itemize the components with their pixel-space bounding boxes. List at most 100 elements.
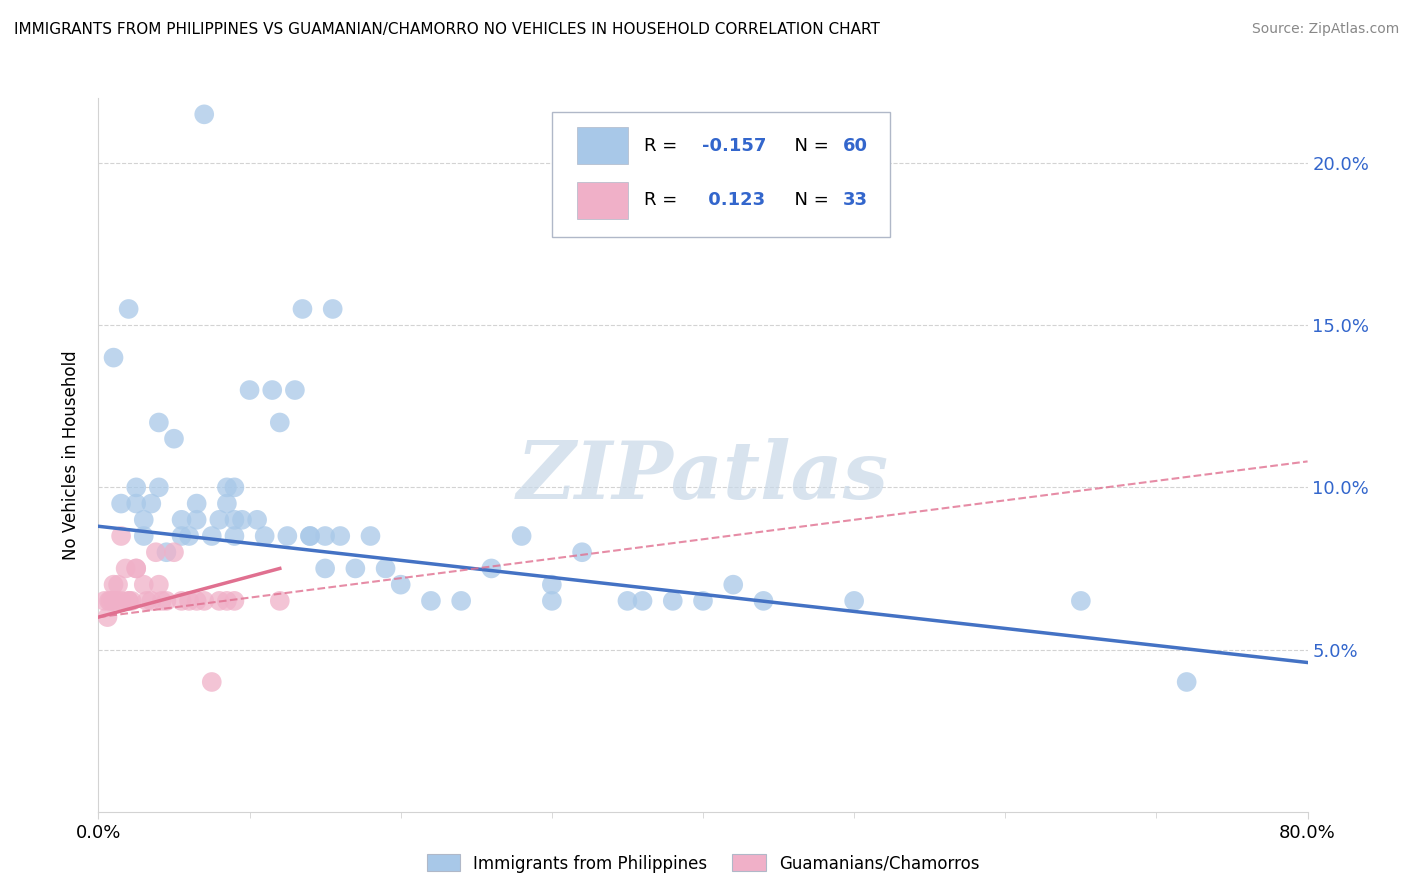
Point	[322, 301, 344, 316]
Point	[148, 577, 170, 591]
Text: N =: N =	[783, 191, 834, 209]
Point	[110, 497, 132, 511]
Point	[1175, 675, 1198, 690]
Point	[450, 594, 472, 608]
Point	[125, 561, 148, 575]
Text: R =: R =	[644, 191, 683, 209]
Point	[752, 594, 775, 608]
Point	[224, 480, 246, 494]
Point	[314, 529, 336, 543]
Point	[420, 594, 443, 608]
Point	[118, 594, 141, 608]
Point	[105, 594, 128, 608]
FancyBboxPatch shape	[578, 128, 628, 164]
Point	[125, 497, 148, 511]
Point	[125, 561, 148, 575]
Point	[224, 529, 246, 543]
Point	[208, 513, 231, 527]
Point	[299, 529, 322, 543]
Point	[170, 594, 193, 608]
Point	[110, 594, 132, 608]
Y-axis label: No Vehicles in Household: No Vehicles in Household	[62, 350, 80, 560]
Point	[170, 529, 193, 543]
Point	[141, 594, 163, 608]
Point	[269, 594, 291, 608]
Point	[224, 594, 246, 608]
Point	[284, 383, 307, 397]
Text: 33: 33	[844, 191, 869, 209]
Point	[103, 577, 125, 591]
Point	[96, 610, 118, 624]
Point	[100, 594, 122, 608]
Point	[662, 594, 685, 608]
Point	[110, 529, 132, 543]
Text: Source: ZipAtlas.com: Source: ZipAtlas.com	[1251, 22, 1399, 37]
Point	[163, 545, 186, 559]
Point	[723, 577, 745, 591]
Point	[107, 577, 129, 591]
Point	[329, 529, 352, 543]
Point	[179, 594, 201, 608]
Point	[1070, 594, 1092, 608]
Point	[239, 383, 262, 397]
Point	[193, 107, 215, 121]
Text: N =: N =	[783, 137, 834, 155]
Point	[540, 594, 562, 608]
Point	[389, 577, 412, 591]
Text: R =: R =	[644, 137, 683, 155]
Text: ZIPatlas: ZIPatlas	[517, 438, 889, 515]
Point	[692, 594, 714, 608]
Point	[121, 594, 143, 608]
Point	[186, 497, 208, 511]
Point	[118, 594, 141, 608]
Text: -0.157: -0.157	[702, 137, 766, 155]
Point	[163, 432, 186, 446]
Text: 60: 60	[844, 137, 869, 155]
Point	[103, 351, 125, 365]
Point	[170, 513, 193, 527]
Point	[132, 529, 155, 543]
Point	[231, 513, 253, 527]
Point	[103, 594, 125, 608]
FancyBboxPatch shape	[578, 182, 628, 219]
Point	[253, 529, 276, 543]
Point	[269, 416, 291, 430]
Point	[510, 529, 533, 543]
Point	[481, 561, 503, 575]
Point	[148, 416, 170, 430]
Point	[148, 480, 170, 494]
Point	[201, 675, 224, 690]
Point	[215, 594, 238, 608]
Point	[155, 545, 177, 559]
FancyBboxPatch shape	[553, 112, 890, 237]
Point	[186, 594, 208, 608]
Point	[193, 594, 215, 608]
Point	[616, 594, 638, 608]
Point	[93, 594, 115, 608]
Point	[314, 561, 336, 575]
Point	[224, 513, 246, 527]
Point	[246, 513, 269, 527]
Text: IMMIGRANTS FROM PHILIPPINES VS GUAMANIAN/CHAMORRO NO VEHICLES IN HOUSEHOLD CORRE: IMMIGRANTS FROM PHILIPPINES VS GUAMANIAN…	[14, 22, 880, 37]
Point	[299, 529, 322, 543]
Point	[374, 561, 396, 575]
Point	[118, 301, 141, 316]
Point	[141, 497, 163, 511]
Point	[132, 577, 155, 591]
Point	[201, 529, 224, 543]
Point	[155, 594, 177, 608]
Point	[179, 529, 201, 543]
Point	[540, 577, 562, 591]
Point	[844, 594, 866, 608]
Point	[125, 480, 148, 494]
Point	[215, 497, 238, 511]
Point	[291, 301, 314, 316]
Point	[631, 594, 654, 608]
Point	[186, 513, 208, 527]
Point	[98, 594, 121, 608]
Point	[145, 545, 167, 559]
Point	[276, 529, 298, 543]
Point	[344, 561, 367, 575]
Point	[150, 594, 173, 608]
Point	[571, 545, 593, 559]
